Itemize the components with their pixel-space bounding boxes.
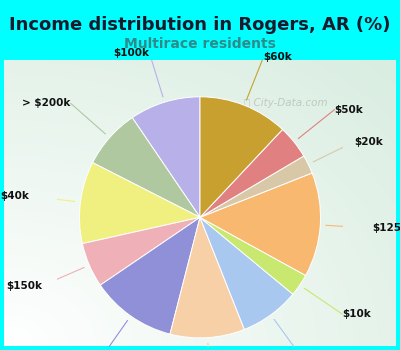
- Wedge shape: [200, 130, 304, 217]
- Text: $60k: $60k: [263, 52, 292, 62]
- Text: $125k: $125k: [372, 223, 400, 233]
- Wedge shape: [200, 156, 312, 217]
- Wedge shape: [132, 97, 200, 217]
- Wedge shape: [100, 217, 200, 334]
- Text: Income distribution in Rogers, AR (%): Income distribution in Rogers, AR (%): [9, 16, 391, 34]
- Text: $10k: $10k: [342, 309, 371, 319]
- Wedge shape: [92, 118, 200, 217]
- Wedge shape: [80, 163, 200, 244]
- Text: $100k: $100k: [113, 48, 149, 58]
- Text: Multirace residents: Multirace residents: [124, 37, 276, 51]
- Wedge shape: [82, 217, 200, 285]
- Text: $20k: $20k: [355, 136, 383, 147]
- Text: ⓘ City-Data.com: ⓘ City-Data.com: [244, 98, 328, 107]
- Wedge shape: [200, 97, 282, 217]
- Text: $50k: $50k: [334, 105, 363, 115]
- Wedge shape: [200, 173, 320, 275]
- Text: $150k: $150k: [6, 281, 42, 291]
- Wedge shape: [170, 217, 244, 338]
- Text: > $200k: > $200k: [22, 98, 71, 108]
- Wedge shape: [200, 217, 293, 329]
- Wedge shape: [200, 217, 306, 294]
- Text: $40k: $40k: [0, 191, 29, 201]
